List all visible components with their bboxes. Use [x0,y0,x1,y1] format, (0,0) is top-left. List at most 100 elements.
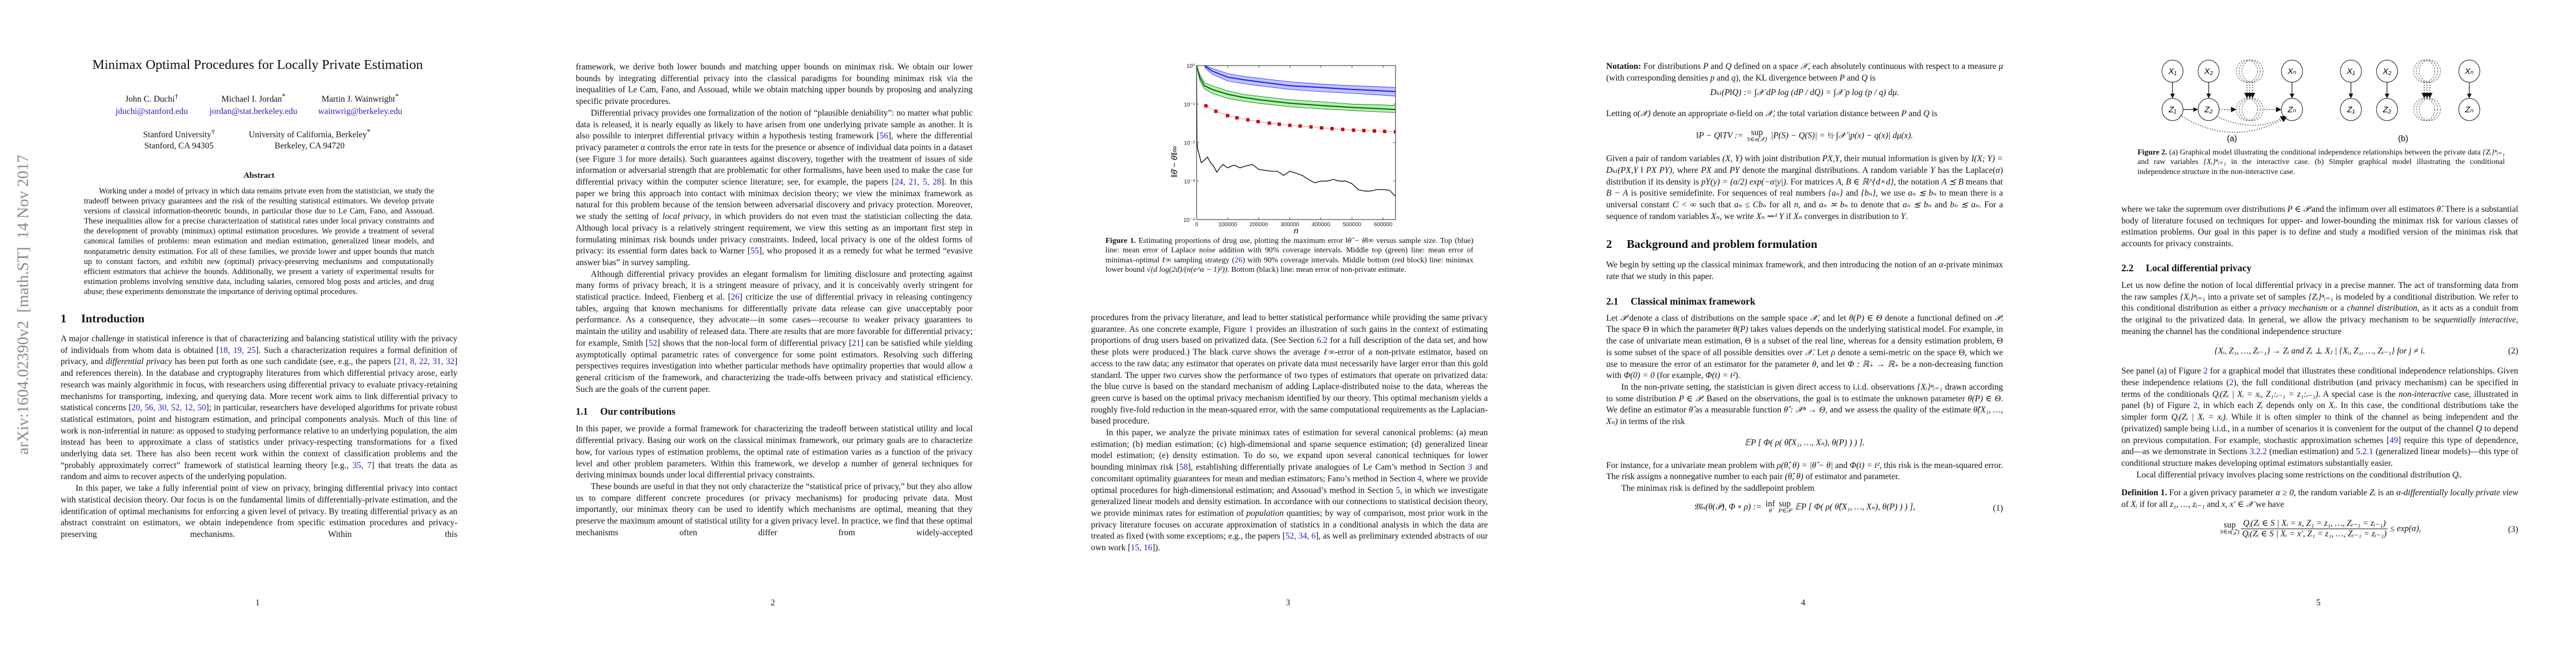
math-text: ρ(θ̂, θ) = |θ̂ − θ| [1777,460,1833,470]
text-run: The minimax risk is defined by the saddl… [1621,484,1815,494]
text-run: (generalized linear models)—this type of… [2121,447,2518,468]
citation-link[interactable]: 52, 34, 6 [1285,531,1316,541]
equation-rhs: 𝔼P [ Φ( ρ( θ̂(X₁, …, Xₙ), θ(P) ) ) ], [1792,502,1915,512]
text-run: , in which providers do not even trust t… [576,212,973,256]
paragraph: framework, we derive both lower bounds a… [576,62,973,108]
citation-link[interactable]: 18, 19, 25 [219,345,256,355]
paragraph: Although differential privacy provides a… [576,269,973,396]
emphasis-text: non-interactive [2398,389,2452,399]
text-run: . Let [1812,347,1831,357]
math-text: θ̂ [1688,405,1693,415]
omitted-node [2416,98,2438,121]
citation-link[interactable]: 15, 16 [1130,543,1153,553]
citation-link[interactable]: 20, 56, 30, 52, 12, 50 [131,403,206,413]
math-text: Y [1930,165,1935,175]
math-text: Q [1861,73,1868,83]
citation-link[interactable]: 55 [750,246,759,256]
citation-link[interactable]: 49 [2389,435,2398,445]
citation-link[interactable]: 3 [618,154,623,164]
text-run: for a full description of the data set, … [1091,336,1488,357]
citation-link[interactable]: 5.2.1 [2356,447,2374,457]
text-run: (median estimation) and [2266,447,2356,457]
author-wainwright: Martin J. Wainwright* wainwrig@berkeley.… [299,90,421,118]
citation-link[interactable]: 35, 7 [352,460,372,470]
text-run: , and let [1817,313,1849,323]
omitted-node [2236,98,2258,121]
citation-link[interactable]: 2 [2193,401,2198,411]
author-email[interactable]: jordan@stat.berkeley.edu [210,107,297,117]
math-text: Q [1923,109,1930,119]
equation-kl-divergence: Dₖₗ(P‖Q) := ∫𝒳 dP log (dP / dQ) = ∫𝒳 p l… [1710,88,1899,98]
subsection-number: 1.1 [576,406,588,417]
lower_bound-marker [1394,130,1396,134]
math-text: Xₙ ⇝ᵈ Y [1756,211,1784,221]
text-run: ], where the differential privacy parame… [576,131,973,152]
text-run: denote a semi-metric on the space Θ, whi… [1606,347,2003,369]
math-text: {Zᵢ}ⁿᵢ₌₁ [2308,292,2333,302]
math-text: Φ(0) = 0 [1623,371,1655,381]
citation-link[interactable]: 52 [648,338,657,348]
denominator: Qᵢ(Zᵢ ∈ S | Xᵢ = x′, Z₁ = z₁, …, Zᵢ₋₁ = … [2242,529,2387,539]
affiliation-mark: † [211,127,215,136]
z2-label: Zₙ [2464,105,2473,115]
y-tick-label: 10⁰ [1187,63,1195,69]
author-email[interactable]: jduchi@stanford.edu [115,107,188,117]
lower_bound-marker [1309,125,1313,129]
text-run: . Bottom (black) line: mean error of non… [1227,266,1407,275]
optimal-upper-line [1197,66,1396,106]
text-run: -private minimax rate that we study in t… [1606,260,2003,282]
affiliation-address: Berkeley, CA 94720 [275,141,345,151]
text-run: is modeled by a conditional distribution… [2121,292,2519,313]
subsection-heading-contributions: 1.1 Our contributions [576,405,973,418]
lower_bound-marker [1277,122,1281,126]
citation-link[interactable]: 24, 21, 5, 28 [894,177,941,187]
figure-2-caption: Figure 2. (a) Graphical model illustrati… [2137,148,2505,177]
text-run: . While it is often simpler to think of … [2121,412,2519,434]
z1-to-zn-arrow [2180,115,2287,133]
figure-1-caption: Figure 1. Estimating proportions of drug… [1105,236,1473,275]
math-text: ρ [1831,347,1836,357]
math-text: {Zᵢ}ⁿᵢ₌₁ [2482,148,2505,157]
citation-link[interactable]: 5 [1396,485,1401,495]
citation-link[interactable]: 6.2 [1317,336,1328,346]
text-run: (for example, [1655,371,1706,381]
z2-node [2458,98,2480,121]
text-run: . In this case, the conditional distribu… [2121,401,2518,422]
equation-total-variation: ‖P − Q‖TV := sup S∈σ(𝒳) |P(S) − Q(S)| = ½… [1606,128,2003,143]
citation-link[interactable]: 1 [1249,324,1253,334]
page-5-text-flow: where we take the supremum over distribu… [2121,204,2518,539]
lower_bound-marker [1256,120,1260,123]
text-run: . A special case is the [2318,389,2399,399]
citation-link[interactable]: 4 [1417,474,1422,484]
citation-link[interactable]: 21, 8, 22, 31, 32 [396,357,455,367]
equation-rhs: ≤ exp(α), [2388,524,2421,534]
abstract-heading: Abstract [243,171,275,180]
citation-link[interactable]: 56 [879,131,889,141]
text-run: Letting [1606,109,1633,119]
citation-link[interactable]: 3 [1468,462,1473,472]
citation-link[interactable]: 26 [731,292,740,302]
citation-link[interactable]: 2 [2229,378,2234,388]
math-text: (X, Y) [1722,154,1743,164]
plot-series [1197,66,1396,197]
emphasis-text: sequentially interactive [2434,315,2517,325]
citation-link[interactable]: 2 [2203,366,2208,376]
citation-link[interactable]: 21 [851,338,861,348]
math-text: P ∈ 𝒫 [1678,394,1702,404]
affiliation-name: Stanford University [143,130,212,140]
citation-link[interactable]: 26 [1234,256,1243,265]
text-run: , as it acts as a conduit from the origi… [2121,303,2518,325]
citation-link[interactable]: 58 [1179,462,1188,472]
text-run: , where we provide optimal procedures fo… [1091,474,1488,495]
math-text: 𝒳 [1810,313,1818,323]
paragraph: We begin by setting up the classical min… [1606,260,2003,282]
math-text: P [1839,73,1845,83]
figure-2-graphical-model: X₁ Z₁ X₂ Z₂ Xₙ Zₙ X₁ Z₁ X₂ Z₂ Xₙ Zₙ (a) (b) [2161,59,2480,143]
text-run: quantities; by way of comparison, most p… [1091,508,1488,541]
text-run: , and [1798,200,1819,210]
text-run: and [1833,460,1850,470]
author-email[interactable]: wainwrig@berkeley.edu [318,107,402,117]
x1-label: X₂ [2204,67,2213,76]
citation-link[interactable]: 3.2.2 [2249,447,2267,457]
page-2-text-flow: framework, we derive both lower bounds a… [576,62,973,539]
